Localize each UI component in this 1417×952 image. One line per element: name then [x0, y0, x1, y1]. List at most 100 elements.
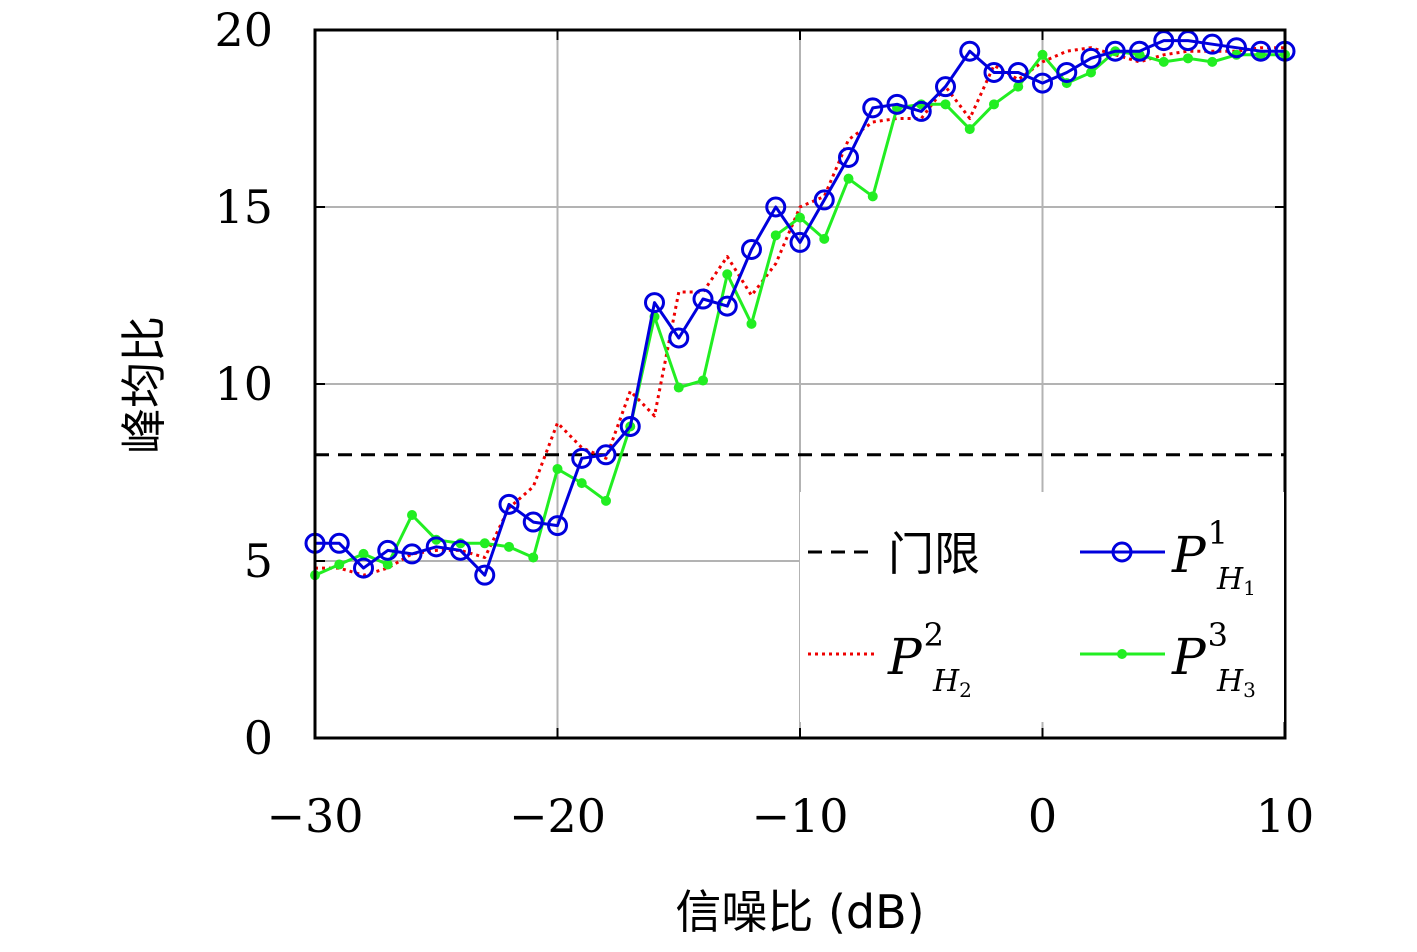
series-1-point	[838, 146, 859, 168]
series-3-point	[504, 541, 514, 552]
series-1-point	[1201, 33, 1223, 55]
series-1-point	[935, 76, 956, 98]
y-axis-title: 峰均比	[117, 316, 171, 454]
legend-series-3-subsub: 3	[1243, 678, 1256, 702]
series-1-point	[886, 93, 908, 115]
series-3-point	[722, 269, 733, 280]
series-1-point	[789, 231, 811, 253]
x-tick-label: 0	[1028, 789, 1057, 843]
series-3-point	[746, 318, 757, 329]
legend: 门限 P1 H1 P2 H2 P3 H3	[800, 492, 1284, 722]
legend-series-1-label: P1 H1	[1171, 514, 1256, 600]
series-1-point	[522, 511, 544, 533]
series-3-point	[358, 548, 369, 559]
series-3-point	[819, 233, 830, 244]
series-3-point	[1013, 81, 1024, 92]
legend-series-3-sup: 3	[1208, 616, 1228, 654]
series-1-point	[644, 292, 665, 314]
x-tick-label: −30	[266, 789, 363, 843]
legend-box	[800, 492, 1284, 722]
legend-series-2-sub: H	[932, 664, 960, 699]
series-3-point	[1158, 56, 1169, 67]
series-3-point	[673, 382, 684, 393]
series-3-point	[867, 191, 878, 202]
series-1-point	[1056, 61, 1078, 83]
series-3-point	[552, 463, 563, 474]
series-3-point	[1037, 49, 1048, 60]
series-1-point	[571, 447, 593, 469]
series-3-point	[1207, 56, 1218, 67]
x-axis-title: 信噪比 (dB)	[675, 885, 924, 939]
series-3-point	[334, 559, 345, 570]
series-3-point	[843, 173, 854, 184]
series-3-point	[940, 99, 951, 110]
series-3-point	[989, 99, 999, 110]
series-1-point	[328, 532, 350, 554]
series-3-point	[528, 552, 539, 563]
legend-series-1-sub: H	[1216, 562, 1244, 597]
y-tick-label: 20	[214, 3, 273, 57]
series-1-point	[910, 100, 932, 122]
series-3-point	[479, 538, 490, 549]
series-1-point	[401, 543, 423, 565]
y-tick-label: 10	[214, 357, 273, 411]
series-1-point	[1007, 61, 1029, 83]
ticks	[314, 29, 1286, 739]
series-1-point	[425, 536, 447, 558]
legend-series-3-label: P3 H3	[1171, 616, 1256, 702]
y-tick-label: 5	[244, 534, 273, 588]
series-1-point	[1080, 47, 1102, 69]
series-1-point	[1129, 40, 1150, 62]
legend-series-3-marker	[1117, 649, 1127, 659]
series-1-point	[1177, 30, 1199, 52]
series-1-point	[595, 444, 617, 466]
legend-series-2-main: P	[887, 628, 923, 686]
series-1-point	[1250, 40, 1272, 62]
series-3-point	[382, 559, 393, 570]
series-3-point	[795, 212, 805, 223]
series-1-point	[668, 327, 690, 349]
series-1-point	[474, 564, 496, 586]
series-1-point	[450, 539, 471, 561]
series-1-point	[1032, 72, 1053, 94]
legend-series-1-marker	[1111, 541, 1133, 563]
series-3-point	[601, 495, 611, 506]
series-1-point	[862, 97, 884, 119]
x-tick-label: −20	[509, 789, 606, 843]
series-3-point	[964, 124, 975, 135]
series-1-point	[765, 196, 787, 218]
legend-threshold-label: 门限	[888, 527, 980, 581]
legend-series-3-sub: H	[1216, 664, 1244, 699]
legend-series-1-main: P	[1171, 526, 1207, 584]
series-1-point	[1104, 40, 1126, 62]
y-tick-label: 15	[214, 180, 273, 234]
series-3-point	[770, 230, 781, 241]
legend-series-1-subsub: 1	[1243, 576, 1256, 600]
series-1-point	[813, 189, 835, 211]
x-tick-label: 10	[1256, 789, 1315, 843]
series-1-point	[1226, 37, 1247, 59]
series-1-point	[983, 61, 1005, 83]
legend-series-2-sup: 2	[924, 616, 944, 654]
series-1-point	[547, 515, 568, 537]
series-1-point	[1153, 30, 1175, 52]
legend-series-2-subsub: 2	[959, 678, 972, 702]
series-3-point	[407, 509, 417, 520]
legend-series-1-sup: 1	[1208, 514, 1228, 552]
series-3-point	[698, 375, 708, 386]
legend-series-3-main: P	[1171, 628, 1207, 686]
series-3-point	[1086, 67, 1096, 78]
y-tick-label: 0	[244, 711, 273, 765]
series-3-point	[576, 478, 587, 489]
series-3-point	[1183, 53, 1193, 64]
x-tick-label: −10	[751, 789, 848, 843]
series-1-point	[619, 415, 641, 437]
series-1-point	[959, 40, 981, 62]
series-1-point	[353, 557, 374, 579]
legend-series-2-label: P2 H2	[887, 616, 972, 702]
series-1-point	[692, 288, 714, 310]
series-1-point	[377, 539, 399, 561]
series-1-point	[741, 238, 762, 260]
tick-labels: −30 −20 −10 0 10 0 5 10 15 20	[214, 3, 1314, 843]
series-1-point	[716, 295, 738, 317]
